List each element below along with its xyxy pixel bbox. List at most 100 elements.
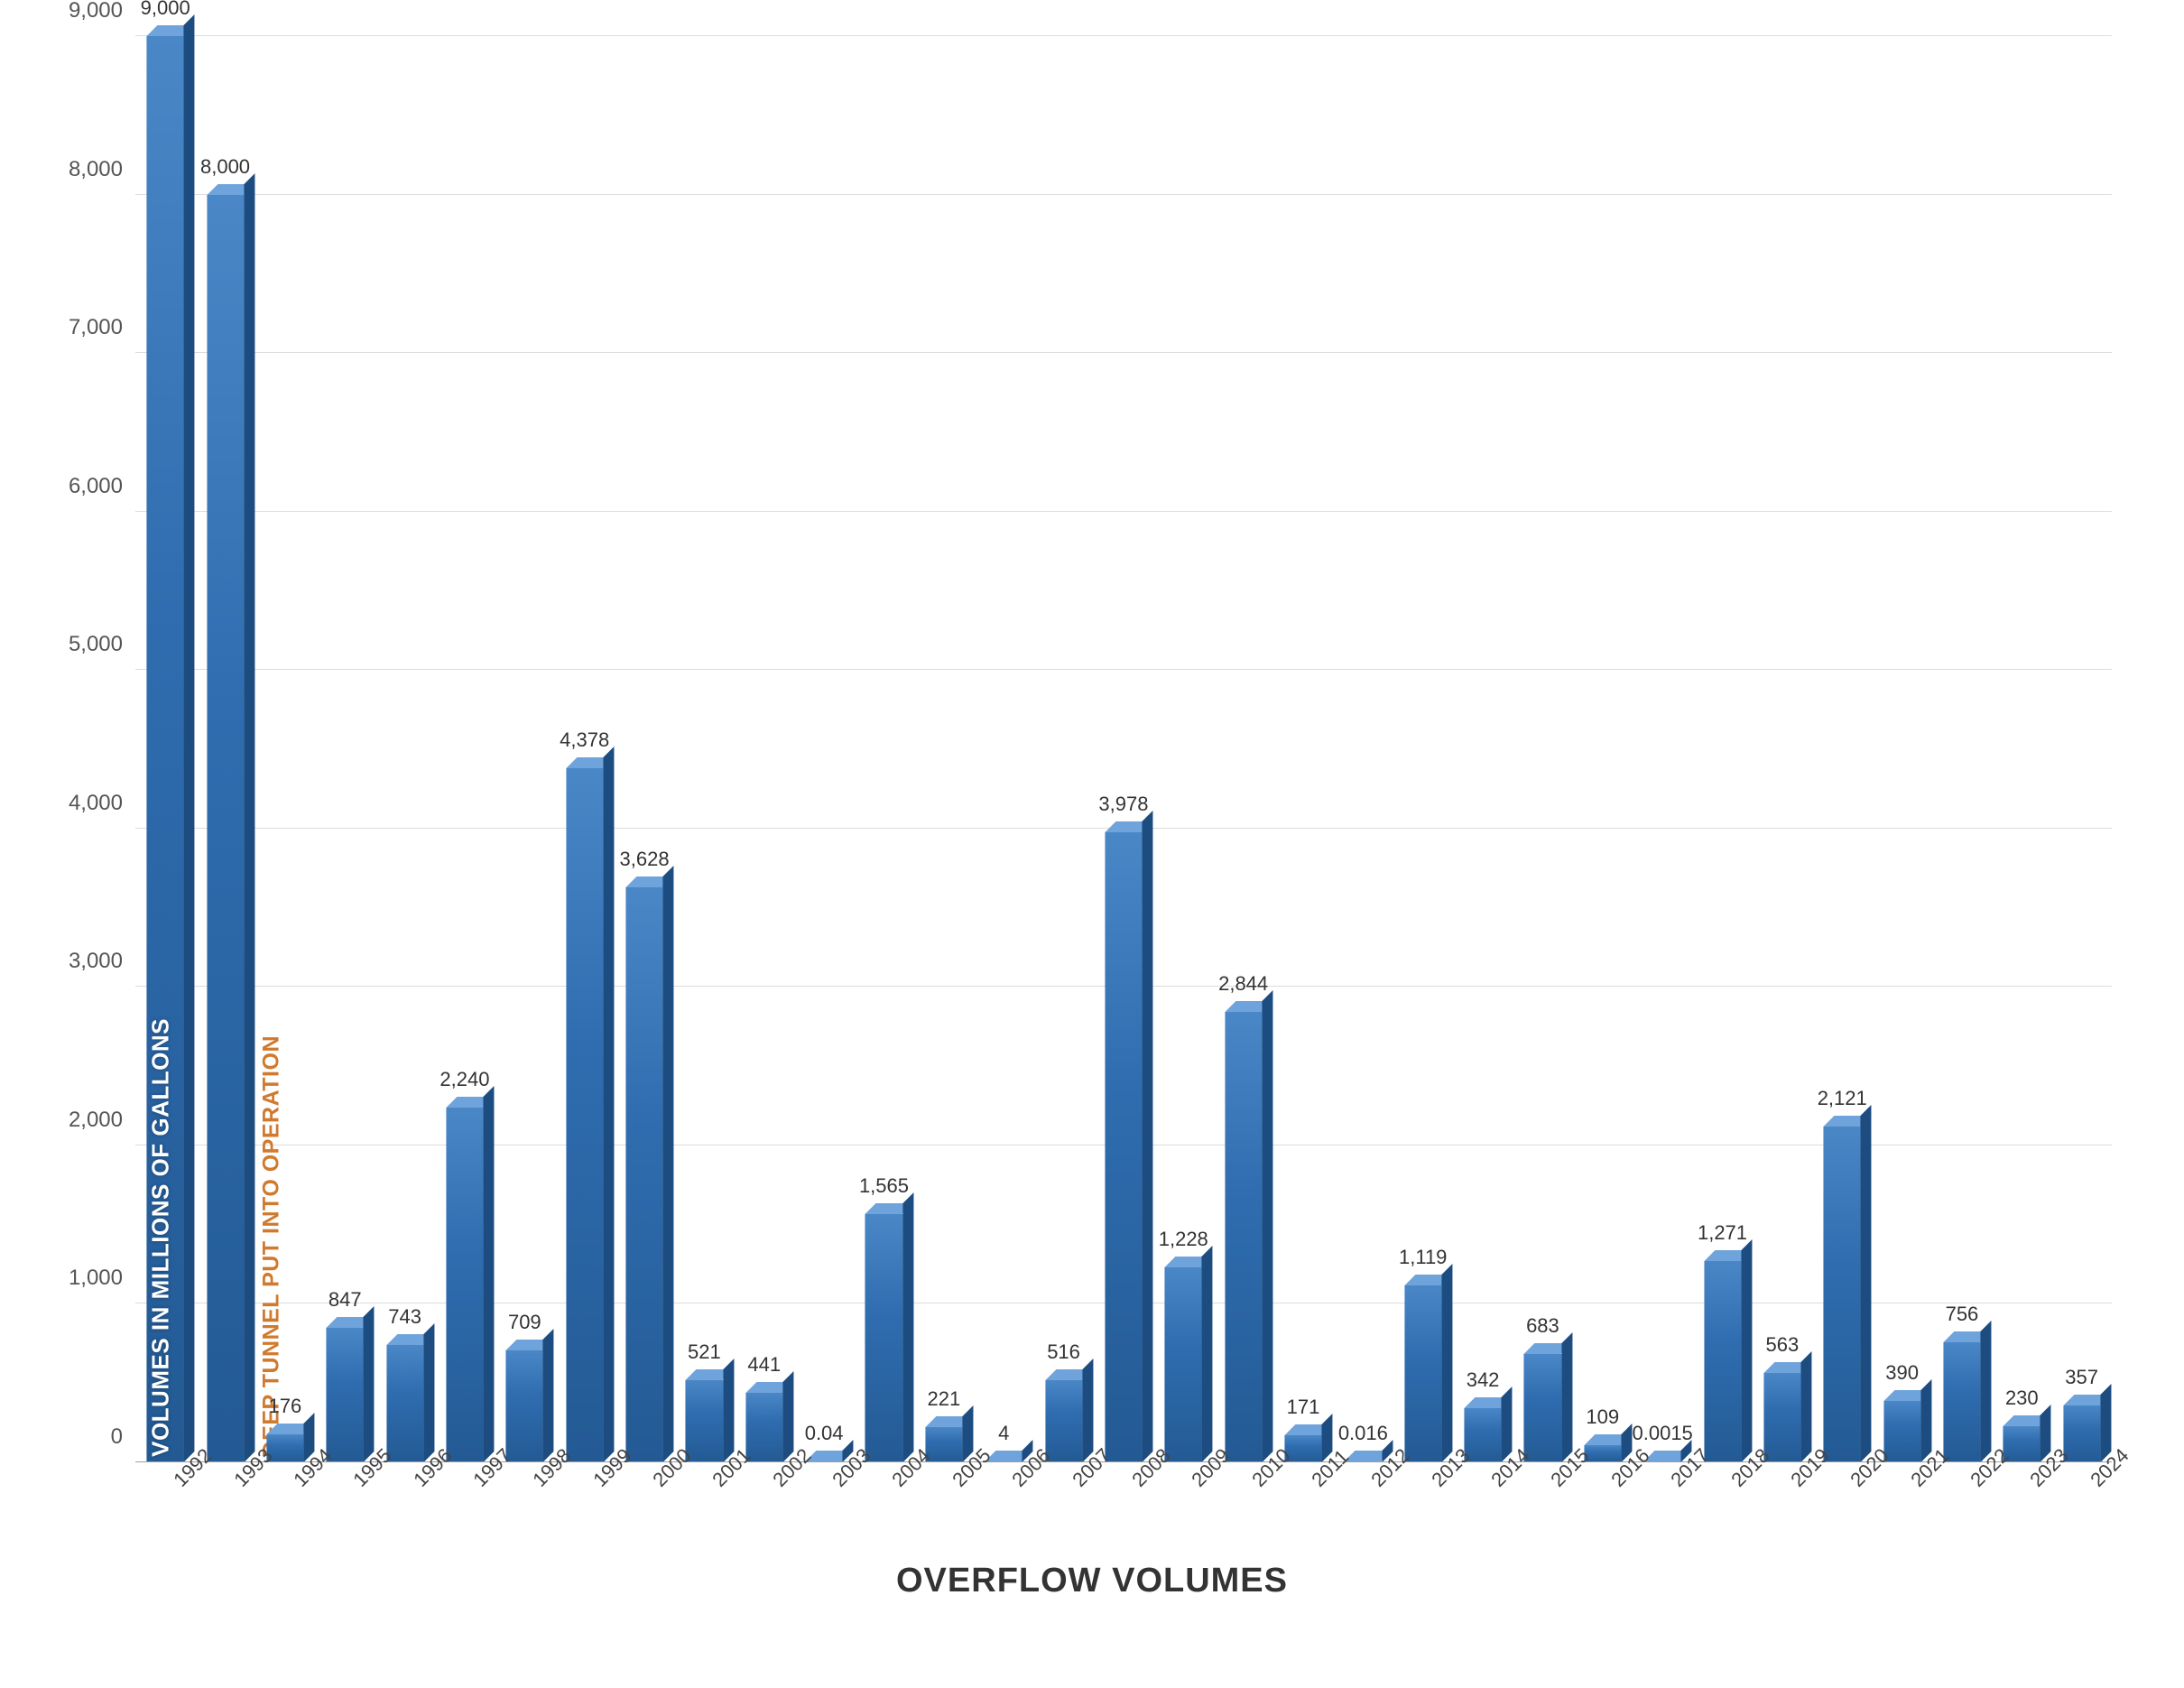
bar-slot: 2,240 [435,36,495,1462]
bar-front [446,1108,483,1462]
bar-value-label: 2,240 [440,1068,489,1091]
bar-front [1404,1285,1441,1462]
bar-side-face [1861,1105,1872,1462]
bar-front [686,1380,723,1462]
bar-value-label: 743 [388,1305,421,1329]
bar-slot: 441 [735,36,794,1462]
bar: 8,000DEEP TUNNEL PUT INTO OPERATION [207,195,244,1462]
bar: 2,121 [1824,1127,1861,1462]
bar-front [1943,1342,1980,1462]
bar-side-face [663,866,674,1462]
x-tick-label: 2021 [1872,1471,1931,1535]
bar-value-label: 1,228 [1159,1228,1208,1251]
bar-value-label: 847 [329,1288,362,1312]
bar-value-label: 2,121 [1818,1087,1867,1110]
bar-slot: 0.016 [1333,36,1393,1462]
x-tick-label: 1996 [375,1471,434,1535]
bar-front [1524,1354,1561,1462]
bar: 342 [1465,1408,1502,1462]
bar-front [566,768,603,1462]
bar-side-face [902,1192,913,1462]
bar-front [1704,1261,1741,1462]
x-tick-label: 1993 [195,1471,254,1535]
x-tick-label: 2023 [1992,1471,2051,1535]
bar-value-label: 709 [508,1311,541,1334]
x-tick-label: 2022 [1932,1471,1992,1535]
x-tick-label: 2012 [1333,1471,1393,1535]
bar-front [1105,832,1142,1462]
x-tick-label: 1998 [495,1471,554,1535]
bar-value-label: 683 [1526,1314,1559,1338]
bar-side-face [603,747,614,1462]
bar-value-label: 171 [1287,1396,1320,1419]
bar-side-face [1142,811,1152,1462]
y-tick-label: 0 [111,1424,123,1450]
bar-value-label: 4 [998,1422,1009,1445]
bar-slot: 390 [1872,36,1931,1462]
bar: 683 [1524,1354,1561,1462]
bar-value-label: 0.04 [805,1422,844,1445]
bar-front [386,1345,423,1462]
x-tick-label: 2000 [615,1471,674,1535]
bar-slot: 342 [1453,36,1513,1462]
bar-side-face [782,1371,793,1462]
bar: 4,378 [566,768,603,1462]
bar: 2,844 [1225,1012,1262,1462]
bar: 1,228 [1165,1267,1202,1462]
bar: 756 [1943,1342,1980,1462]
bar-value-label: 516 [1047,1340,1080,1364]
bar-value-label: 390 [1885,1361,1919,1385]
bar-front [506,1350,543,1462]
bar-front [1225,1012,1262,1462]
bar-value-label: 1,119 [1399,1246,1447,1269]
bar-slot: 357 [2052,36,2112,1462]
x-tick-label: 2001 [674,1471,734,1535]
bar-slot: 0.04 [794,36,854,1462]
bar: 516 [1045,1380,1082,1462]
x-tick-label: 1999 [555,1471,615,1535]
bar-front [1465,1408,1502,1462]
bar-side-face [1920,1379,1931,1462]
bar-value-label: 221 [927,1387,960,1411]
bar-front [327,1328,364,1462]
bar-front [1045,1380,1082,1462]
x-tick-label: 2006 [974,1471,1033,1535]
bar-slot: 230 [1992,36,2051,1462]
bar-value-label: 756 [1946,1303,1979,1326]
x-tick-label: 1995 [315,1471,375,1535]
bar-value-label: 2,844 [1218,972,1268,996]
bar-value-label: 0.016 [1338,1422,1388,1445]
bar-side-face [1082,1359,1093,1462]
bar: 521 [686,1380,723,1462]
bar-slot: 3,978 [1094,36,1153,1462]
x-tick-label: 2013 [1393,1471,1453,1535]
x-tick-label: 1994 [255,1471,315,1535]
bar-slot: 1,228 [1153,36,1213,1462]
bar: 9,000VOLUMES IN MILLIONS OF GALLONS [147,36,184,1462]
bar-side-face [423,1323,434,1462]
bar-value-label: 0.0015 [1633,1422,1693,1445]
bar: 847 [327,1328,364,1462]
bar: 1,565 [865,1214,902,1462]
bar-value-label: 342 [1467,1368,1500,1392]
bar-side-face [723,1359,734,1462]
bar-value-label: 3,978 [1098,793,1148,816]
bar: 743 [386,1345,423,1462]
bar-side-face [244,173,254,1462]
bar-slot: 0.0015 [1633,36,1692,1462]
x-tick-label: 2018 [1692,1471,1752,1535]
bar: 563 [1763,1373,1800,1462]
bar-slot: 2,121 [1812,36,1872,1462]
y-tick-label: 2,000 [69,1108,123,1133]
y-tick-label: 5,000 [69,632,123,657]
x-tick-label: 2015 [1513,1471,1572,1535]
bar-value-label: 357 [2065,1366,2098,1389]
bar-value-label: 1,271 [1698,1221,1747,1245]
x-tick-label: 2005 [914,1471,974,1535]
bar-value-label: 4,378 [560,728,609,752]
bar: 1,119 [1404,1285,1441,1462]
bar-front [625,887,662,1462]
bar-slot: 756 [1932,36,1992,1462]
bar-slot: 521 [674,36,734,1462]
x-axis-title: OVERFLOW VOLUMES [36,1562,2148,1600]
